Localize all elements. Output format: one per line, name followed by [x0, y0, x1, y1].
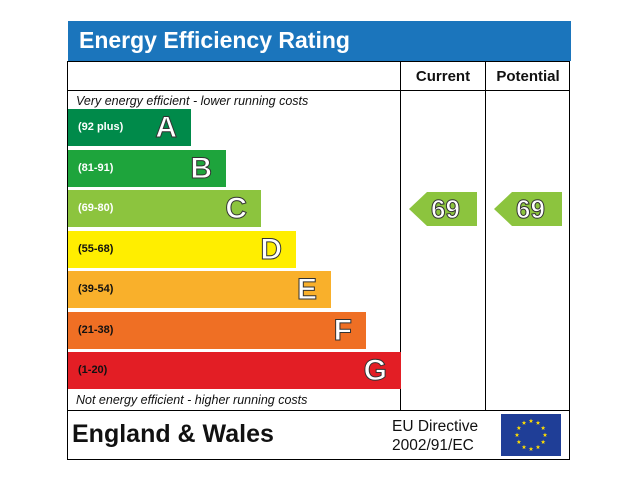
flag-star-icon	[542, 432, 548, 437]
flag-star-icon	[516, 425, 522, 430]
note-very-efficient: Very energy efficient - lower running co…	[76, 94, 309, 108]
potential-arrow-shape	[494, 191, 562, 226]
band-d: (55-68) D	[68, 230, 296, 268]
flag-star-icon	[521, 420, 527, 425]
band-b: (81-91) B	[68, 149, 226, 187]
flag-star-icon	[535, 420, 541, 425]
flag-star-icon	[535, 444, 541, 450]
flag-star-icon	[514, 432, 520, 437]
current-arrow-shape	[409, 191, 477, 226]
divider-current	[400, 61, 401, 411]
band-a: (92 plus) A	[68, 109, 191, 146]
flag-star-icon	[540, 425, 546, 430]
rating-frame	[67, 61, 570, 460]
current-rating-value: 69	[431, 193, 461, 224]
band-c: (69-80) C	[68, 190, 261, 227]
directive-line-1: EU Directive	[392, 418, 479, 435]
band-range-label: (21-38)	[78, 323, 114, 336]
band-range-label: (69-80)	[78, 202, 114, 214]
band-range-label: (81-91)	[78, 161, 114, 174]
band-letter: G	[363, 354, 387, 388]
band-range-label: (39-54)	[78, 283, 114, 295]
flag-star-icon	[528, 418, 534, 423]
header-divider	[68, 90, 569, 91]
page-title: Energy Efficiency Rating	[79, 27, 350, 53]
column-header-current: Current	[415, 68, 471, 85]
flag-star-icon	[540, 439, 546, 444]
footer-directive: EU Directive 2002/91/EC	[392, 417, 478, 455]
band-f: (21-38) F	[68, 311, 366, 349]
divider-potential	[485, 61, 486, 411]
band-letter: E	[296, 273, 317, 307]
band-e: (39-54) E	[68, 271, 331, 308]
band-range-label: (1-20)	[78, 364, 108, 376]
band-letter: F	[333, 313, 352, 347]
band-letter: C	[225, 192, 248, 226]
column-header-potential: Potential	[496, 68, 560, 85]
band-range-label: (92 plus)	[78, 121, 124, 133]
eu-flag-icon	[501, 414, 561, 456]
footer-divider	[68, 410, 569, 411]
title-bar: Energy Efficiency Rating	[68, 21, 571, 61]
potential-rating-arrow: 69	[494, 191, 562, 226]
footer-country: England & Wales	[72, 420, 274, 448]
flag-star-icon	[521, 444, 527, 450]
band-g: (1-20) G	[68, 352, 401, 389]
current-rating-arrow: 69	[409, 191, 477, 226]
note-not-efficient: Not energy efficient - higher running co…	[76, 393, 308, 407]
flag-star-icon	[516, 439, 522, 444]
potential-rating-value: 69	[516, 193, 546, 224]
band-letter: D	[260, 232, 283, 266]
band-letter: A	[155, 111, 178, 145]
flag-star-icon	[528, 446, 534, 451]
band-range-label: (55-68)	[78, 242, 114, 255]
band-letter: B	[190, 151, 213, 185]
directive-line-2: 2002/91/EC	[392, 437, 474, 454]
